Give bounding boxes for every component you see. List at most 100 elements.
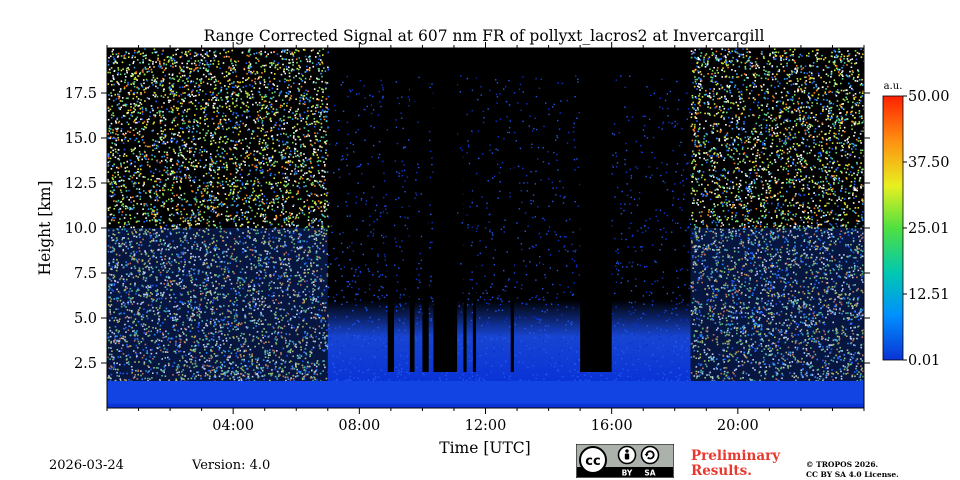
noise-speck: [163, 117, 165, 119]
noise-speck: [326, 110, 329, 113]
noise-speck: [225, 71, 228, 73]
noise-speck: [264, 304, 267, 306]
noise-speck: [289, 116, 291, 119]
noise-speck: [108, 57, 110, 59]
noise-speck: [250, 65, 253, 68]
noise-speck: [323, 306, 325, 308]
noise-speck: [229, 377, 231, 380]
noise-speck: [133, 103, 136, 105]
noise-speck: [291, 58, 294, 61]
noise-speck: [181, 301, 183, 304]
noise-speck: [129, 287, 132, 290]
noise-speck: [171, 164, 174, 166]
noise-speck: [287, 90, 290, 93]
noise-speck: [151, 377, 153, 379]
noise-speck: [240, 154, 242, 157]
noise-speck: [135, 231, 137, 233]
noise-speck: [206, 284, 208, 286]
noise-speck: [249, 97, 251, 99]
noise-speck: [139, 236, 141, 238]
noise-speck: [158, 196, 161, 199]
noise-speck: [306, 123, 308, 125]
noise-speck: [286, 52, 288, 54]
noise-speck: [115, 183, 117, 185]
noise-speck: [227, 327, 229, 329]
noise-speck: [107, 137, 110, 139]
noise-speck: [233, 309, 235, 311]
noise-speck: [225, 198, 228, 200]
noise-speck: [142, 69, 144, 71]
noise-speck: [301, 212, 304, 214]
noise-speck: [218, 274, 221, 277]
noise-speck: [155, 180, 157, 183]
noise-speck: [257, 114, 260, 117]
noise-speck: [257, 337, 260, 340]
noise-speck: [289, 163, 292, 166]
noise-speck: [159, 379, 161, 382]
noise-speck: [223, 371, 226, 374]
noise-speck: [294, 138, 297, 141]
noise-speck: [302, 97, 305, 100]
noise-speck: [208, 194, 211, 197]
noise-speck: [298, 89, 301, 91]
noise-speck: [264, 142, 267, 144]
noise-speck: [318, 230, 320, 232]
noise-speck: [327, 51, 330, 54]
noise-speck: [203, 364, 206, 367]
noise-speck: [236, 86, 239, 89]
noise-speck: [155, 266, 158, 268]
noise-speck: [126, 71, 128, 74]
noise-speck: [203, 150, 206, 152]
noise-speck: [182, 111, 185, 114]
noise-speck: [266, 350, 269, 352]
noise-speck: [311, 219, 313, 222]
noise-speck: [211, 356, 213, 358]
noise-speck: [290, 53, 292, 55]
noise-speck: [157, 367, 159, 369]
noise-speck: [279, 55, 282, 57]
noise-speck: [199, 89, 201, 91]
noise-speck: [110, 195, 113, 198]
noise-speck: [186, 66, 188, 69]
noise-speck: [317, 62, 320, 64]
noise-speck: [241, 214, 244, 216]
noise-speck: [249, 232, 251, 234]
noise-speck: [321, 62, 324, 65]
noise-speck: [304, 366, 306, 368]
noise-speck: [326, 192, 328, 195]
noise-speck: [159, 331, 161, 333]
noise-speck: [210, 183, 212, 186]
noise-speck: [288, 84, 290, 86]
noise-speck: [187, 300, 190, 303]
noise-speck: [251, 164, 254, 166]
noise-speck: [275, 195, 278, 198]
noise-speck: [187, 242, 190, 244]
noise-speck: [300, 154, 302, 157]
noise-speck: [233, 317, 236, 320]
noise-speck: [128, 199, 130, 201]
noise-speck: [140, 203, 142, 205]
noise-speck: [290, 269, 292, 272]
noise-speck: [267, 53, 269, 55]
noise-speck: [289, 278, 291, 281]
noise-speck: [131, 310, 133, 312]
noise-speck: [323, 116, 325, 118]
noise-speck: [148, 97, 150, 100]
noise-speck: [165, 171, 167, 173]
noise-speck: [113, 83, 115, 86]
noise-speck: [270, 51, 273, 54]
noise-speck: [299, 114, 301, 117]
noise-speck: [213, 369, 215, 371]
noise-speck: [107, 216, 109, 218]
noise-speck: [163, 205, 165, 208]
noise-speck: [183, 120, 185, 122]
noise-speck: [276, 85, 279, 87]
noise-speck: [123, 185, 126, 187]
noise-speck: [122, 104, 125, 107]
noise-speck: [141, 318, 143, 321]
noise-speck: [228, 66, 231, 68]
noise-speck: [179, 277, 181, 280]
noise-speck: [202, 175, 205, 177]
noise-speck: [269, 323, 272, 326]
noise-speck: [322, 244, 324, 247]
